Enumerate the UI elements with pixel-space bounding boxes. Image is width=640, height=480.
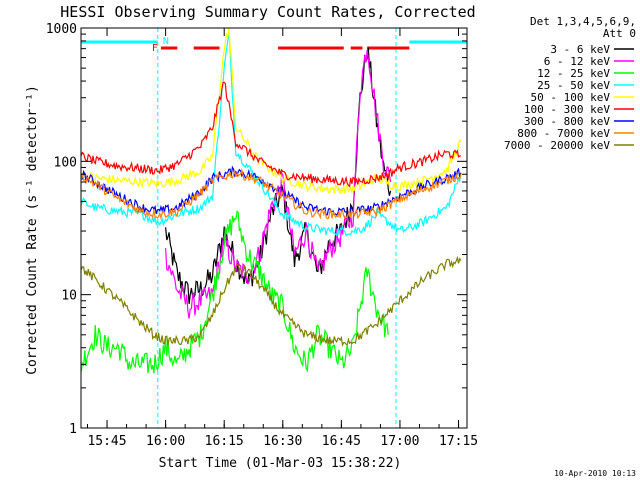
y-tick-label: 1	[69, 422, 77, 437]
x-tick-label: 16:45	[322, 434, 361, 449]
series-line	[81, 81, 462, 188]
axes: 15:45 16:00 16:15 16:30 16:45 17:00 17:15 1 10 10…	[46, 22, 478, 449]
flare-flag-label: F	[152, 43, 158, 54]
series-line	[81, 31, 462, 237]
plot-frame	[80, 27, 468, 429]
y-tick-label: 100	[54, 155, 77, 170]
series-lines	[81, 28, 462, 374]
legend-label: 6 - 12 keV	[544, 55, 611, 68]
x-tick-label: 17:00	[380, 434, 419, 449]
y-axis-label: Corrected Count Rate (s⁻¹ detector⁻¹)	[25, 85, 40, 375]
legend-header: Det 1,3,4,5,6,9,	[530, 15, 636, 28]
series-line	[81, 28, 462, 194]
series-line	[81, 167, 462, 221]
x-axis-label: Start Time (01-Mar-03 15:38:22)	[159, 456, 402, 471]
x-tick-label: 16:00	[146, 434, 185, 449]
series-line	[165, 49, 392, 319]
x-tick-label: 17:15	[439, 434, 478, 449]
x-tick-label: 16:15	[205, 434, 244, 449]
y-tick-label: 1000	[46, 22, 77, 37]
timestamp: 10-Apr-2010 10:13	[554, 469, 636, 478]
legend-label: 800 - 7000 keV	[517, 127, 610, 140]
night-flag-label: N	[163, 36, 169, 47]
legend-label: 50 - 100 keV	[531, 91, 611, 104]
series-line	[81, 165, 462, 217]
legend-label: 100 - 300 keV	[524, 103, 610, 116]
legend-label: 12 - 25 keV	[537, 67, 610, 80]
legend-label: 3 - 6 keV	[550, 43, 610, 56]
y-tick-label: 10	[61, 289, 77, 304]
series-line	[81, 210, 389, 374]
x-tick-label: 15:45	[87, 434, 126, 449]
x-tick-label: 16:30	[263, 434, 302, 449]
chart-title: HESSI Observing Summary Count Rates, Cor…	[60, 3, 475, 21]
series-line	[81, 255, 462, 348]
legend-label: 25 - 50 keV	[537, 79, 610, 92]
legend-label: 300 - 800 keV	[524, 115, 610, 128]
legend-header: Att 0	[603, 27, 636, 40]
legend-label: 7000 - 20000 keV	[504, 139, 610, 152]
